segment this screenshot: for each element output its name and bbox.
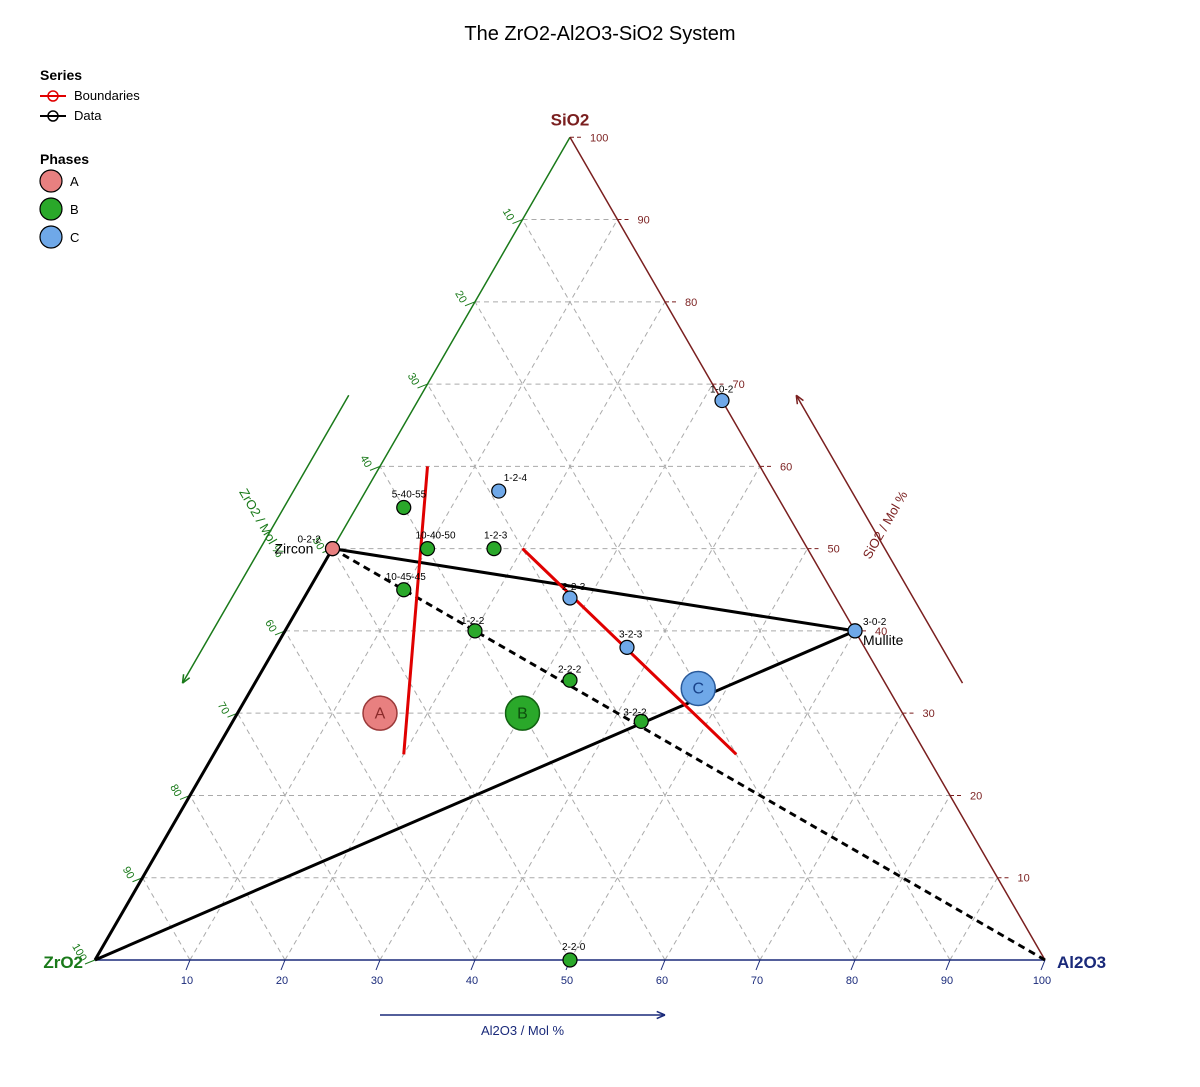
- axis-bottom-title: Al2O3 / Mol %: [481, 1023, 565, 1038]
- phase-marker-letter: B: [517, 705, 528, 722]
- ternary-diagram: The ZrO2-Al2O3-SiO2 System 10 10 10 20 20 20 30…: [0, 0, 1200, 1087]
- data-point: [492, 484, 506, 498]
- apex-top-label: SiO2: [551, 110, 590, 129]
- phase-marker-letter: A: [375, 705, 386, 722]
- tie-lines: [95, 549, 1045, 960]
- data-point: [848, 624, 862, 638]
- right-tick: 100: [590, 132, 608, 144]
- left-tick: 30: [405, 371, 422, 388]
- data-point: [620, 640, 634, 654]
- legend-phase-swatch: [40, 226, 62, 248]
- data-point: [563, 673, 577, 687]
- legend-series-item: Boundaries: [74, 88, 140, 103]
- data-point-label: 3-2-2: [623, 707, 647, 718]
- bottom-tick: 80: [846, 975, 858, 987]
- data-point-label: 1-2-2: [461, 616, 485, 627]
- left-tick: 90: [120, 865, 137, 882]
- data-point: [421, 542, 435, 556]
- right-tick: 10: [1018, 873, 1030, 885]
- data-point-label: 3-0-2: [863, 617, 887, 628]
- phase-markers: A B C: [363, 672, 715, 731]
- data-point-label: 5-40-55: [392, 490, 427, 501]
- right-tick: 70: [733, 379, 745, 391]
- data-point-label: 3-2-3: [619, 629, 643, 640]
- vertex-points: ZirconMullite: [275, 541, 904, 648]
- legend-phase-item: C: [70, 230, 79, 245]
- legend-phases-heading: Phases: [40, 151, 89, 167]
- data-point-label: 2-2-0: [562, 942, 586, 953]
- phase-marker-letter: C: [692, 681, 704, 698]
- bottom-tick: 100: [1033, 975, 1051, 987]
- data-point-label: 1-0-2: [710, 385, 734, 396]
- boundary-lines: [404, 466, 737, 754]
- legend: Series Boundaries Data Phases ABC: [40, 67, 140, 248]
- data-point-label: 0-2-2: [298, 535, 322, 546]
- data-point: [563, 591, 577, 605]
- legend-phase-swatch: [40, 170, 62, 192]
- bottom-tick: 40: [466, 975, 478, 987]
- legend-phase-item: B: [70, 202, 79, 217]
- data-point-label: 1-2-3: [484, 531, 508, 542]
- left-tick: 20: [452, 289, 469, 306]
- vertex-label: Mullite: [863, 632, 904, 648]
- data-point-label: 2-2-2: [558, 664, 582, 675]
- apex-left-label: ZrO2: [43, 953, 83, 972]
- left-tick: 40: [357, 453, 374, 470]
- bottom-tick: 30: [371, 975, 383, 987]
- right-tick: 90: [638, 215, 650, 227]
- data-point: [397, 583, 411, 597]
- data-point: [715, 394, 729, 408]
- right-tick: 80: [685, 297, 697, 309]
- data-points: 0-2-2 5-40-55 10-40-50 1-2-3 1-2-4 10-45-45 1-…: [298, 385, 887, 967]
- right-tick: 30: [923, 708, 935, 720]
- left-tick: 60: [262, 618, 279, 635]
- legend-series-heading: Series: [40, 67, 82, 83]
- data-point-label: 10-40-50: [416, 531, 456, 542]
- data-point-label: 1-2-4: [504, 473, 528, 484]
- chart-title: The ZrO2-Al2O3-SiO2 System: [464, 23, 735, 45]
- right-tick: 60: [780, 461, 792, 473]
- data-point-label: 10-45-45: [386, 572, 426, 583]
- right-tick: 50: [828, 544, 840, 556]
- data-point: [397, 501, 411, 515]
- right-tick: 20: [970, 790, 982, 802]
- data-point: [563, 953, 577, 967]
- left-tick: 80: [167, 782, 184, 799]
- bottom-tick: 50: [561, 975, 573, 987]
- left-tick: 10: [500, 206, 517, 223]
- triangle-edges: 1010102020203030304040405050506060607070…: [69, 132, 1051, 987]
- data-point-label: 2-2-3: [562, 582, 586, 593]
- data-point: [326, 542, 340, 556]
- bottom-tick: 70: [751, 975, 763, 987]
- bottom-tick: 60: [656, 975, 668, 987]
- bottom-tick: 10: [181, 975, 193, 987]
- legend-phase-item: A: [70, 174, 79, 189]
- legend-series-item: Data: [74, 108, 102, 123]
- data-point: [487, 542, 501, 556]
- left-tick: 70: [215, 700, 232, 717]
- apex-right-label: Al2O3: [1057, 953, 1106, 972]
- bottom-tick: 20: [276, 975, 288, 987]
- legend-phase-swatch: [40, 198, 62, 220]
- bottom-tick: 90: [941, 975, 953, 987]
